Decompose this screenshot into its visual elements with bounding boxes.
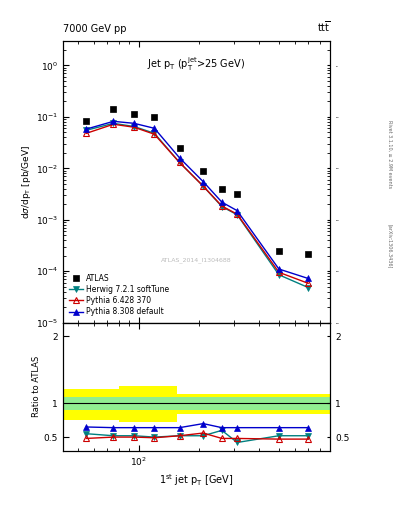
Text: 7000 GeV pp: 7000 GeV pp	[63, 24, 127, 34]
Herwig 7.2.1 softTune	[219, 204, 224, 210]
ATLAS	[277, 248, 281, 254]
Y-axis label: Ratio to ATLAS: Ratio to ATLAS	[32, 356, 41, 417]
Pythia 8.308 default	[152, 125, 157, 132]
ATLAS	[152, 114, 157, 120]
Line: ATLAS: ATLAS	[84, 106, 311, 257]
Pythia 6.428 370	[111, 121, 116, 127]
Herwig 7.2.1 softTune	[277, 272, 281, 278]
Pythia 6.428 370	[219, 203, 224, 209]
Pythia 6.428 370	[177, 159, 182, 165]
ATLAS	[111, 105, 116, 112]
Herwig 7.2.1 softTune	[177, 159, 182, 165]
ATLAS	[132, 111, 136, 117]
ATLAS	[219, 186, 224, 192]
Pythia 8.308 default	[132, 120, 136, 126]
Pythia 6.428 370	[277, 269, 281, 275]
Herwig 7.2.1 softTune	[152, 130, 157, 136]
Herwig 7.2.1 softTune	[235, 211, 240, 218]
Pythia 8.308 default	[201, 179, 206, 185]
Pythia 8.308 default	[84, 126, 89, 132]
Line: Herwig 7.2.1 softTune: Herwig 7.2.1 softTune	[84, 120, 311, 290]
Pythia 8.308 default	[306, 275, 310, 282]
Line: Pythia 6.428 370: Pythia 6.428 370	[84, 121, 311, 286]
Text: ATLAS_2014_I1304688: ATLAS_2014_I1304688	[161, 258, 232, 264]
Pythia 8.308 default	[111, 118, 116, 124]
X-axis label: 1$^\mathsf{st}$ jet p$_\mathsf{T}$ [GeV]: 1$^\mathsf{st}$ jet p$_\mathsf{T}$ [GeV]	[159, 472, 234, 488]
Pythia 6.428 370	[306, 280, 310, 286]
ATLAS	[201, 167, 206, 174]
Text: Jet p$_\mathsf{T}$ (p$_\mathsf{T}^\mathsf{jet}$>25 GeV): Jet p$_\mathsf{T}$ (p$_\mathsf{T}^\maths…	[147, 55, 246, 73]
Pythia 6.428 370	[132, 124, 136, 130]
Herwig 7.2.1 softTune	[201, 183, 206, 189]
Text: [arXiv:1306.3436]: [arXiv:1306.3436]	[387, 224, 392, 268]
Pythia 6.428 370	[84, 130, 89, 136]
Pythia 8.308 default	[277, 266, 281, 272]
Pythia 8.308 default	[235, 207, 240, 214]
Line: Pythia 8.308 default: Pythia 8.308 default	[84, 119, 311, 281]
Pythia 8.308 default	[177, 155, 182, 161]
Pythia 6.428 370	[235, 211, 240, 217]
ATLAS	[177, 145, 182, 151]
Herwig 7.2.1 softTune	[306, 285, 310, 291]
Herwig 7.2.1 softTune	[84, 127, 89, 133]
Text: Rivet 3.1.10, ≥ 2.9M events: Rivet 3.1.10, ≥ 2.9M events	[387, 119, 392, 188]
Pythia 6.428 370	[152, 131, 157, 137]
Legend: ATLAS, Herwig 7.2.1 softTune, Pythia 6.428 370, Pythia 8.308 default: ATLAS, Herwig 7.2.1 softTune, Pythia 6.4…	[67, 271, 171, 319]
Text: tt$\mathsf{\overline{t}}$: tt$\mathsf{\overline{t}}$	[317, 19, 330, 34]
ATLAS	[235, 190, 240, 197]
Pythia 6.428 370	[201, 183, 206, 189]
Herwig 7.2.1 softTune	[132, 123, 136, 130]
Pythia 8.308 default	[219, 199, 224, 205]
ATLAS	[306, 250, 310, 257]
ATLAS	[84, 117, 89, 123]
Herwig 7.2.1 softTune	[111, 120, 116, 126]
Y-axis label: d$\sigma$/dp$_\mathsf{T}$ [pb/GeV]: d$\sigma$/dp$_\mathsf{T}$ [pb/GeV]	[20, 144, 33, 219]
